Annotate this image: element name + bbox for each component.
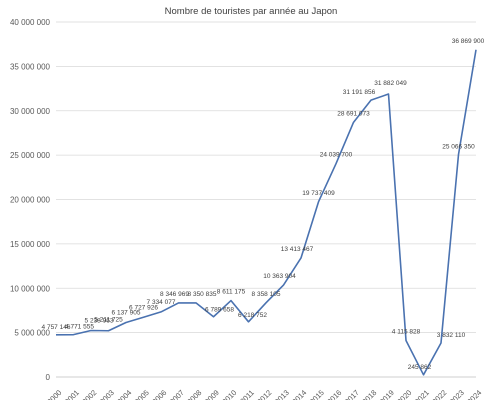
x-tick-label: 2010 xyxy=(220,388,238,400)
x-tick-label: 2004 xyxy=(115,388,133,400)
x-tick-label: 2023 xyxy=(448,388,466,400)
x-tick-label: 2002 xyxy=(80,388,98,400)
x-tick-label: 2009 xyxy=(203,388,221,400)
data-label: 8 346 969 xyxy=(160,291,189,298)
y-tick-label: 40 000 000 xyxy=(10,18,51,27)
data-label: 7 334 077 xyxy=(147,299,176,306)
x-tick-label: 2019 xyxy=(378,388,396,400)
series-line xyxy=(55,49,477,376)
data-label: 31 191 856 xyxy=(343,89,376,96)
y-tick-label: 10 000 000 xyxy=(10,284,51,293)
data-label: 24 039 700 xyxy=(320,152,353,159)
x-tick-label: 2021 xyxy=(413,388,431,400)
y-tick-label: 5 000 000 xyxy=(14,329,50,338)
x-axis-ticks: 2000 2001 2002 2003 2004 2005 2006 2007 2008 2009… xyxy=(45,388,483,400)
y-tick-label: 20 000 000 xyxy=(10,196,51,205)
y-tick-label: 15 000 000 xyxy=(10,240,51,249)
data-label: 3 832 110 xyxy=(437,332,466,339)
x-tick-label: 2008 xyxy=(185,388,203,400)
data-label: 8 350 835 xyxy=(188,291,217,298)
data-series xyxy=(55,49,477,376)
data-label: 6 137 905 xyxy=(112,310,141,317)
data-label: 5 238 963 xyxy=(85,318,114,325)
data-label: 31 882 049 xyxy=(374,80,407,87)
x-tick-label: 2020 xyxy=(395,388,413,400)
y-tick-label: 0 xyxy=(46,373,51,382)
y-tick-label: 35 000 000 xyxy=(10,62,51,71)
gridlines xyxy=(56,21,476,378)
data-label: 36 869 900 xyxy=(452,38,485,45)
data-label: 25 066 350 xyxy=(442,144,475,151)
x-tick-label: 2012 xyxy=(255,388,273,400)
x-tick-label: 2017 xyxy=(343,388,361,400)
x-tick-label: 2007 xyxy=(168,388,186,400)
data-label: 13 413 467 xyxy=(281,246,314,253)
data-label: 28 691 073 xyxy=(337,110,370,117)
data-label: 5 211 725 xyxy=(94,317,123,324)
data-label: 8 611 175 xyxy=(217,289,246,296)
x-tick-label: 2016 xyxy=(325,388,343,400)
y-axis-ticks: 0 5 000 000 10 000 000 15 000 000 20 000 000… xyxy=(10,18,51,382)
x-tick-label: 2024 xyxy=(465,388,483,400)
x-tick-label: 2013 xyxy=(273,388,291,400)
x-tick-label: 2018 xyxy=(360,388,378,400)
chart-title: Nombre de touristes par année au Japon xyxy=(165,6,338,17)
x-tick-label: 2014 xyxy=(290,388,308,400)
x-tick-label: 2005 xyxy=(133,388,151,400)
data-label: 19 737 409 xyxy=(302,190,335,197)
data-label: 8 358 105 xyxy=(252,291,281,298)
x-tick-label: 2001 xyxy=(63,388,81,400)
data-label: 6 218 752 xyxy=(238,312,267,319)
data-label: 10 363 904 xyxy=(263,273,296,280)
data-label: 6 789 658 xyxy=(205,307,234,314)
data-label: 4 115 828 xyxy=(392,328,421,335)
y-tick-label: 30 000 000 xyxy=(10,107,51,116)
data-label: 4 771 555 xyxy=(65,324,94,331)
x-tick-label: 2011 xyxy=(238,388,256,400)
x-tick-label: 2015 xyxy=(308,388,326,400)
y-tick-label: 25 000 000 xyxy=(10,151,51,160)
x-tick-label: 2000 xyxy=(45,388,63,400)
data-label: 6 727 926 xyxy=(129,304,158,311)
x-tick-label: 2022 xyxy=(430,388,448,400)
x-tick-label: 2003 xyxy=(98,388,116,400)
x-tick-label: 2006 xyxy=(150,388,168,400)
data-label: 245 862 xyxy=(408,364,432,371)
data-label: 4 757 146 xyxy=(42,324,71,331)
